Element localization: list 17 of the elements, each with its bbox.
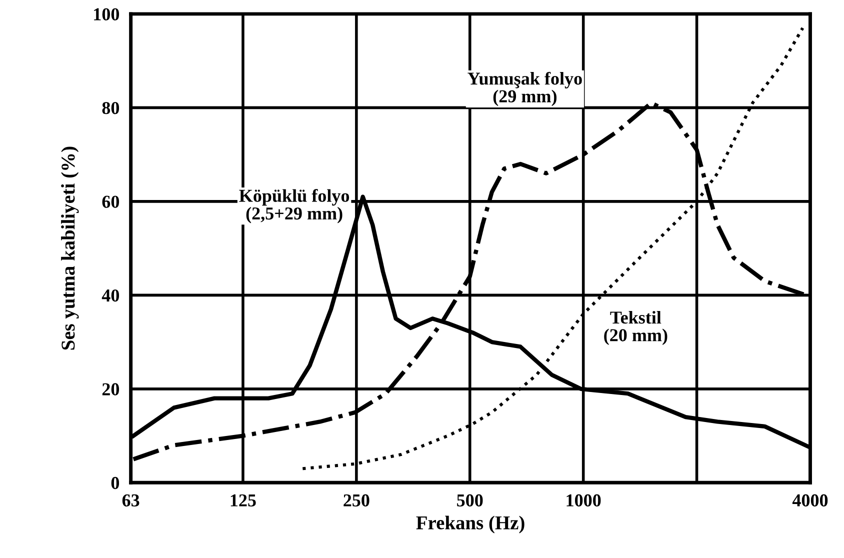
x-tick-label: 250 <box>344 494 370 506</box>
y-tick-label: 80 <box>102 102 120 114</box>
y-tick-label: 60 <box>102 196 120 208</box>
text: Yumuşak folyo (29 mm) <box>468 72 582 106</box>
y-tick-label: 0 <box>111 476 120 490</box>
x-tick-label: 500 <box>457 494 483 506</box>
y-axis-title: Ses yutma kabiliyeti (%) <box>61 146 79 350</box>
series-label: Köpüklü folyo (2,5+29 mm) <box>239 189 350 224</box>
y-tick-label: 20 <box>102 383 120 396</box>
x-tick-label: 1000 <box>566 494 601 506</box>
series-label: Tekstil (20 mm) <box>604 310 668 345</box>
x-axis-title: Frekans (Hz) <box>416 516 524 534</box>
x-tick-label: 63 <box>122 494 140 506</box>
x-tick-label: 4000 <box>792 494 828 506</box>
y-tick-label: 40 <box>102 289 120 302</box>
y-tick-label: 100 <box>94 8 120 20</box>
x-tick-label: 125 <box>230 494 256 506</box>
